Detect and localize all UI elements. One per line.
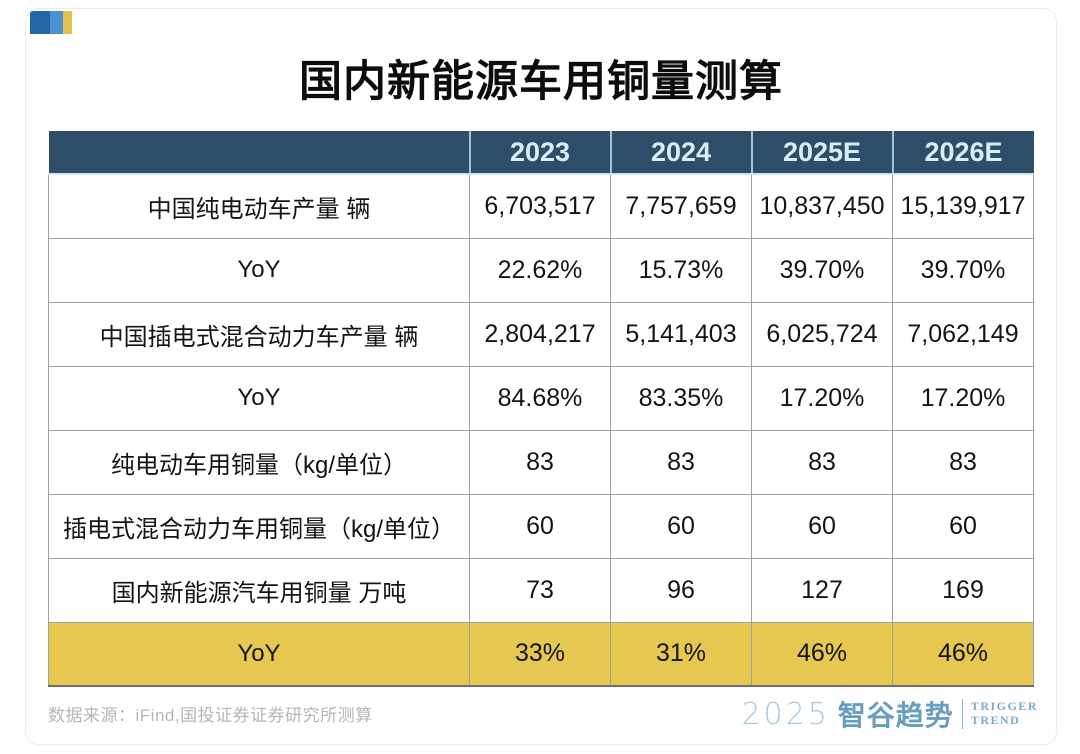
column-header-2025e: 2025E [751, 131, 894, 175]
table-row: YoY 84.68% 83.35% 17.20% 17.20% [48, 365, 1034, 431]
table-cell: 83 [892, 429, 1034, 495]
page-title: 国内新能源车用铜量测算 [299, 58, 783, 106]
table-cell: 22.62% [469, 237, 611, 303]
table-cell: 39.70% [751, 237, 893, 303]
column-header-blank [48, 131, 471, 175]
table-cell: 83 [469, 429, 611, 495]
table-cell: 17.20% [892, 365, 1034, 431]
brand-logo: 2025 智谷趋势 TRIGGER TREND [741, 694, 1038, 734]
table-cell: 5,141,403 [610, 301, 752, 367]
row-label: 纯电动车用铜量（kg/单位） [48, 429, 470, 495]
data-source-note: 数据来源：iFind,国投证券证券研究所测算 [48, 706, 373, 725]
table-cell: 2,804,217 [469, 301, 611, 367]
column-header-2023: 2023 [469, 131, 612, 175]
logo-square-light-blue [50, 11, 63, 34]
brand-tagline: TRIGGER TREND [970, 699, 1038, 728]
row-label: 国内新能源汽车用铜量 万吨 [48, 557, 470, 623]
table-row: 中国纯电动车产量 辆 6,703,517 7,757,659 10,837,45… [48, 173, 1034, 239]
row-label: YoY [48, 621, 470, 687]
table-cell: 15,139,917 [892, 173, 1034, 239]
brand-name: 智谷趋势 [837, 700, 954, 731]
brand-year: 2025 [741, 696, 830, 732]
table-cell: 60 [892, 493, 1034, 559]
table-row: 插电式混合动力车用铜量（kg/单位） 60 60 60 60 [48, 493, 1034, 559]
row-label: YoY [48, 365, 470, 431]
column-header-2026e: 2026E [892, 131, 1034, 175]
table-cell: 83.35% [610, 365, 752, 431]
table-cell: 39.70% [892, 237, 1034, 303]
table-row: 纯电动车用铜量（kg/单位） 83 83 83 83 [48, 429, 1034, 495]
table-cell: 7,757,659 [610, 173, 752, 239]
table-cell: 96 [610, 557, 752, 623]
table-row-highlighted: YoY 33% 31% 46% 46% [48, 621, 1034, 687]
table-cell: 31% [610, 621, 752, 687]
table-cell: 60 [469, 493, 611, 559]
column-header-2024: 2024 [610, 131, 753, 175]
row-label: YoY [48, 237, 470, 303]
table-row: 中国插电式混合动力车产量 辆 2,804,217 5,141,403 6,025… [48, 301, 1034, 367]
table-cell: 33% [469, 621, 611, 687]
table-cell: 7,062,149 [892, 301, 1034, 367]
table-cell: 169 [892, 557, 1034, 623]
table-cell: 46% [892, 621, 1034, 687]
table-cell: 127 [751, 557, 893, 623]
table-cell: 60 [610, 493, 752, 559]
table-cell: 60 [751, 493, 893, 559]
table-cell: 83 [610, 429, 752, 495]
table-cell: 84.68% [469, 365, 611, 431]
brand-tagline-line1: TRIGGER [970, 699, 1038, 714]
row-label: 中国纯电动车产量 辆 [48, 173, 470, 239]
table-cell: 83 [751, 429, 893, 495]
brand-separator [961, 699, 963, 729]
table-cell: 17.20% [751, 365, 893, 431]
row-label: 中国插电式混合动力车产量 辆 [48, 301, 470, 367]
table-cell: 73 [469, 557, 611, 623]
header-row: 2023 2024 2025E 2026E [48, 131, 1034, 175]
logo-square-yellow [63, 11, 72, 34]
table-cell: 46% [751, 621, 893, 687]
table-row: 国内新能源汽车用铜量 万吨 73 96 127 169 [48, 557, 1034, 623]
report-card: 国内新能源车用铜量测算 2023 2024 2025E 2026E 中国纯电动车… [25, 8, 1057, 745]
table-cell: 6,703,517 [469, 173, 611, 239]
table-cell: 15.73% [610, 237, 752, 303]
brand-tagline-line2: TREND [970, 713, 1021, 727]
row-label: 插电式混合动力车用铜量（kg/单位） [48, 493, 470, 559]
corner-logo [30, 11, 72, 34]
table-row: YoY 22.62% 15.73% 39.70% 39.70% [48, 237, 1034, 303]
copper-usage-table: 2023 2024 2025E 2026E 中国纯电动车产量 辆 6,703,5… [48, 131, 1034, 687]
table-cell: 6,025,724 [751, 301, 893, 367]
table-cell: 10,837,450 [751, 173, 893, 239]
logo-square-dark-blue [30, 11, 50, 34]
